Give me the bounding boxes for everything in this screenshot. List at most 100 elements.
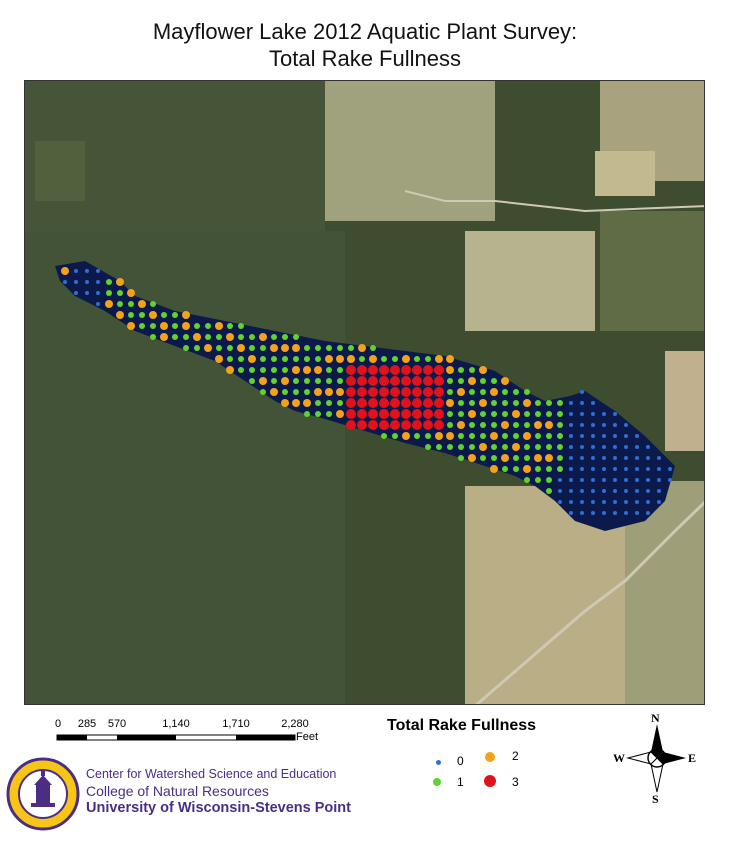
survey-point-2 [160, 333, 168, 341]
survey-point-1 [480, 433, 486, 439]
survey-point-3 [368, 409, 378, 419]
survey-point-1 [183, 345, 189, 351]
survey-point-3 [401, 387, 411, 397]
legend-dot-2 [485, 752, 495, 762]
survey-point-2 [501, 421, 509, 429]
survey-point-1 [469, 389, 475, 395]
survey-point-0 [635, 456, 639, 460]
survey-point-3 [357, 409, 367, 419]
survey-point-1 [326, 345, 332, 351]
survey-point-0 [580, 412, 584, 416]
survey-point-1 [293, 389, 299, 395]
aerial-map[interactable] [24, 80, 705, 705]
survey-point-3 [346, 376, 356, 386]
scale-unit: Feet [296, 731, 319, 743]
survey-point-1 [502, 411, 508, 417]
survey-point-2 [446, 399, 454, 407]
survey-point-0 [85, 280, 89, 284]
map-title-line1: Mayflower Lake 2012 Aquatic Plant Survey… [152, 19, 578, 44]
survey-point-1 [260, 345, 266, 351]
survey-point-1 [205, 334, 211, 340]
survey-point-1 [524, 389, 530, 395]
survey-point-0 [580, 467, 584, 471]
survey-point-1 [513, 422, 519, 428]
survey-point-0 [580, 500, 584, 504]
survey-point-3 [357, 365, 367, 375]
survey-point-1 [348, 345, 354, 351]
scale-label-0: 0 [54, 718, 62, 730]
survey-point-2 [149, 311, 157, 319]
survey-point-0 [591, 412, 595, 416]
survey-point-1 [381, 356, 387, 362]
survey-point-1 [458, 367, 464, 373]
survey-point-0 [624, 500, 628, 504]
survey-point-0 [635, 434, 639, 438]
survey-point-0 [591, 423, 595, 427]
survey-point-0 [591, 434, 595, 438]
survey-point-0 [580, 445, 584, 449]
survey-point-1 [502, 444, 508, 450]
survey-point-2 [193, 333, 201, 341]
survey-point-1 [150, 301, 156, 307]
survey-point-3 [434, 398, 444, 408]
survey-point-1 [304, 389, 310, 395]
survey-point-1 [370, 345, 376, 351]
survey-point-2 [61, 267, 69, 275]
survey-point-1 [513, 466, 519, 472]
survey-point-3 [423, 365, 433, 375]
survey-point-3 [390, 398, 400, 408]
survey-point-0 [646, 456, 650, 460]
map-canvas [25, 81, 704, 704]
legend-label-2: 2 [512, 749, 519, 763]
org-line3: University of Wisconsin-Stevens Point [86, 800, 351, 816]
compass-n: N [651, 711, 660, 725]
survey-point-1 [216, 345, 222, 351]
survey-point-0 [591, 445, 595, 449]
survey-point-2 [292, 366, 300, 374]
survey-point-1 [293, 378, 299, 384]
survey-point-1 [238, 367, 244, 373]
survey-point-3 [412, 376, 422, 386]
survey-point-1 [260, 389, 266, 395]
survey-point-2 [259, 377, 267, 385]
survey-point-1 [249, 334, 255, 340]
survey-point-0 [591, 511, 595, 515]
survey-point-2 [534, 421, 542, 429]
survey-point-3 [423, 376, 433, 386]
survey-point-2 [534, 454, 542, 462]
survey-point-0 [602, 489, 606, 493]
survey-point-3 [357, 398, 367, 408]
survey-point-1 [227, 323, 233, 329]
survey-point-1 [491, 411, 497, 417]
survey-point-0 [96, 280, 100, 284]
survey-point-2 [215, 322, 223, 330]
survey-point-1 [458, 444, 464, 450]
survey-point-2 [204, 344, 212, 352]
survey-point-1 [469, 444, 475, 450]
survey-point-1 [337, 345, 343, 351]
survey-point-1 [271, 334, 277, 340]
survey-point-0 [602, 500, 606, 504]
survey-point-0 [668, 467, 672, 471]
survey-point-1 [469, 400, 475, 406]
survey-point-0 [580, 489, 584, 493]
survey-point-2 [402, 432, 410, 440]
survey-point-1 [480, 378, 486, 384]
survey-point-3 [357, 387, 367, 397]
survey-point-3 [379, 420, 389, 430]
survey-point-0 [668, 478, 672, 482]
map-title: Mayflower Lake 2012 Aquatic Plant Survey… [0, 18, 730, 72]
survey-point-0 [624, 489, 628, 493]
survey-point-3 [379, 376, 389, 386]
survey-point-1 [491, 400, 497, 406]
survey-point-1 [458, 411, 464, 417]
survey-point-1 [458, 400, 464, 406]
survey-point-3 [423, 409, 433, 419]
survey-point-3 [379, 387, 389, 397]
survey-point-1 [513, 389, 519, 395]
survey-point-1 [458, 378, 464, 384]
survey-point-1 [436, 444, 442, 450]
survey-point-2 [347, 355, 355, 363]
survey-point-1 [172, 312, 178, 318]
survey-point-1 [535, 466, 541, 472]
